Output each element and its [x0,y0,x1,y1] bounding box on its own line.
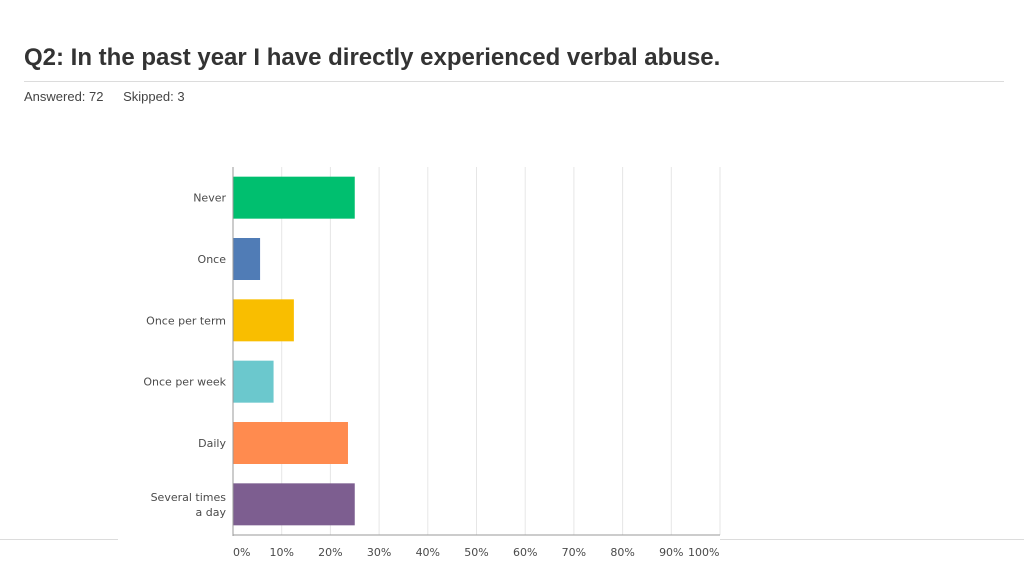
bar[interactable] [233,238,261,280]
footer-divider-right [720,539,1024,540]
x-tick-label: 100% [688,546,719,559]
x-tick-label: 90% [659,546,683,559]
skipped-count: Skipped: 3 [123,89,185,104]
category-label: Once [198,253,227,266]
category-label: Once per term [146,314,226,327]
x-tick-label: 10% [269,546,293,559]
bar[interactable] [233,176,355,219]
title-divider [24,81,1004,82]
x-tick-label: 60% [513,546,537,559]
footer-divider-left [0,539,118,540]
x-tick-label: 30% [367,546,391,559]
x-tick-label: 0% [233,546,250,559]
category-label: Several times a day [151,491,227,519]
answered-count: Answered: 72 [24,89,104,104]
bar[interactable] [233,483,355,526]
x-tick-label: 20% [318,546,342,559]
page-title: Q2: In the past year I have directly exp… [24,44,721,71]
category-label: Daily [198,437,226,450]
bar[interactable] [233,422,348,464]
x-tick-label: 50% [464,546,488,559]
bar[interactable] [233,360,274,403]
response-stats: Answered: 72 Skipped: 3 [24,89,185,104]
bar[interactable] [233,299,294,342]
category-label: Once per week [143,376,226,389]
x-tick-label: 80% [610,546,634,559]
category-label: Never [193,192,226,205]
x-tick-label: 40% [416,546,440,559]
x-tick-label: 70% [562,546,586,559]
